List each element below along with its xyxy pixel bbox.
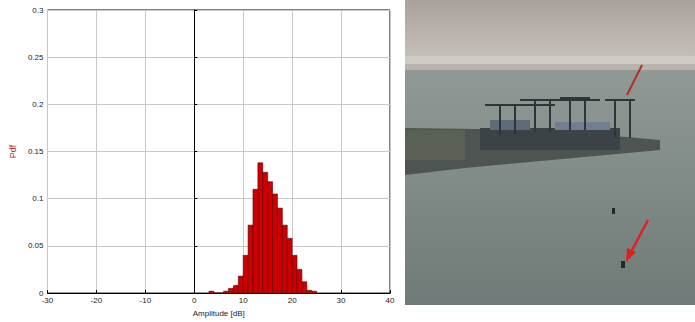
svg-text:0.1: 0.1 [32,194,44,203]
svg-text:40: 40 [386,296,395,305]
svg-text:0: 0 [192,296,197,305]
svg-text:0.2: 0.2 [32,100,44,109]
svg-text:0.3: 0.3 [32,6,44,15]
svg-text:20: 20 [288,296,297,305]
svg-text:-20: -20 [91,296,103,305]
svg-text:0.25: 0.25 [28,53,44,62]
svg-text:-10: -10 [140,296,152,305]
svg-text:10: 10 [239,296,248,305]
svg-text:Pdf: Pdf [8,144,18,158]
svg-text:-30: -30 [42,296,54,305]
svg-text:Amplitude [dB]: Amplitude [dB] [193,309,245,318]
svg-text:0: 0 [39,288,44,298]
svg-text:0.05: 0.05 [28,241,44,250]
svg-text:30: 30 [337,296,346,305]
svg-text:0.15: 0.15 [28,147,44,156]
